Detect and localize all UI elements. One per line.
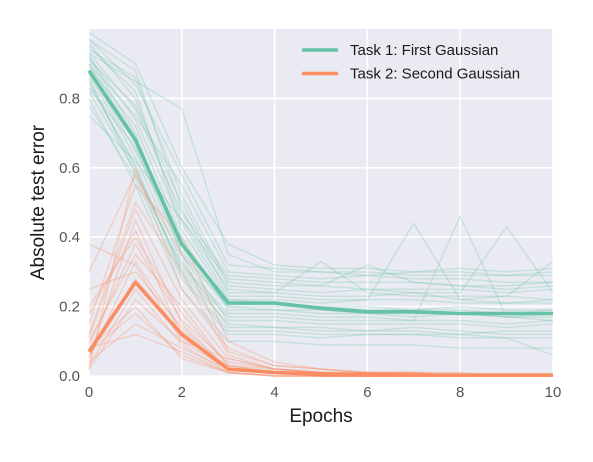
y-tick-label: 0.0 [59,368,80,385]
x-tick-label: 8 [456,384,464,401]
y-axis-label: Absolute test error [28,124,49,280]
y-tick-label: 0.8 [59,90,80,107]
x-tick-label: 2 [178,384,186,401]
x-tick-label: 0 [85,384,93,401]
y-tick-label: 0.2 [59,299,80,316]
y-tick-label: 0.4 [59,229,80,246]
x-tick-label: 10 [545,384,562,401]
y-tick-label: 0.6 [59,160,80,177]
legend-label-task-2: Task 2: Second Gaussian [350,66,520,83]
legend-label-task-1: Task 1: First Gaussian [350,42,498,59]
x-tick-label: 4 [270,384,278,401]
x-tick-label: 6 [363,384,371,401]
x-axis-label: Epochs [289,406,352,427]
